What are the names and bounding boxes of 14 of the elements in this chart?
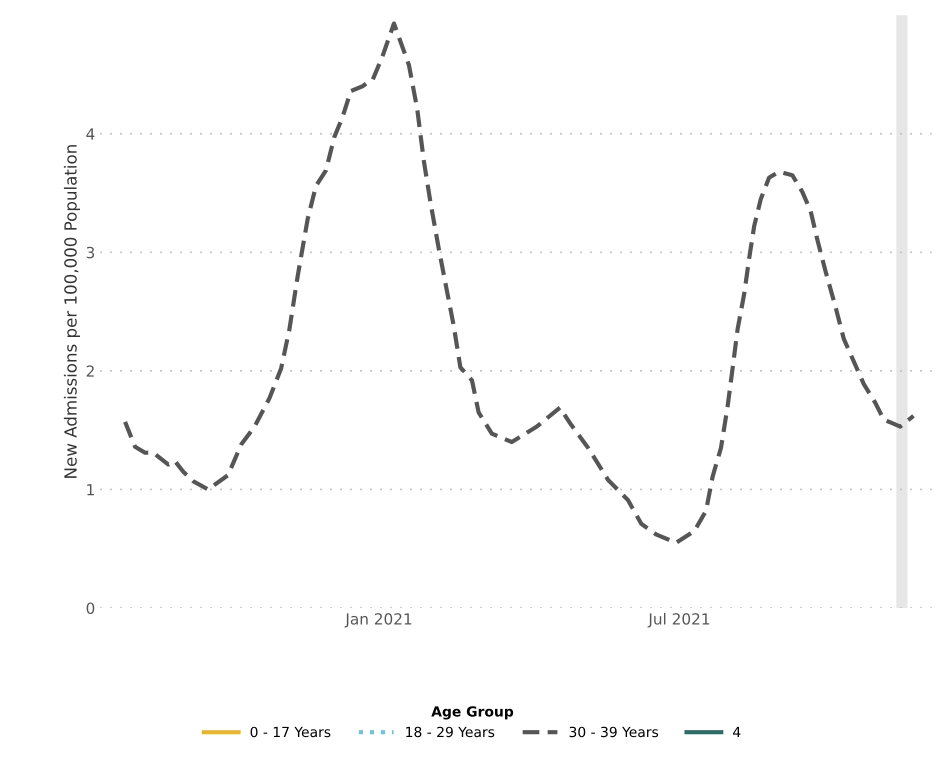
line-series	[122, 21, 916, 545]
legend-title: Age Group	[431, 706, 514, 720]
y-tick-label: 1	[87, 484, 94, 496]
y-axis-title: New Admissions per 100,000 Population	[64, 145, 80, 478]
legend-label: 0 - 17 Years	[250, 726, 330, 738]
y-tick-label: 4	[86, 128, 94, 140]
legend-label: 4	[733, 726, 740, 738]
x-tick-label: Jan 2021	[344, 613, 412, 628]
y-tick-label: 3	[86, 246, 94, 258]
y-tick-label: 0	[86, 602, 94, 614]
legend-label: 18 - 29 Years	[406, 726, 494, 738]
y-tick-label: 2	[86, 365, 94, 377]
x-tick-label: Jul 2021	[648, 612, 710, 628]
legend-label: 30 - 39 Years	[570, 726, 658, 738]
